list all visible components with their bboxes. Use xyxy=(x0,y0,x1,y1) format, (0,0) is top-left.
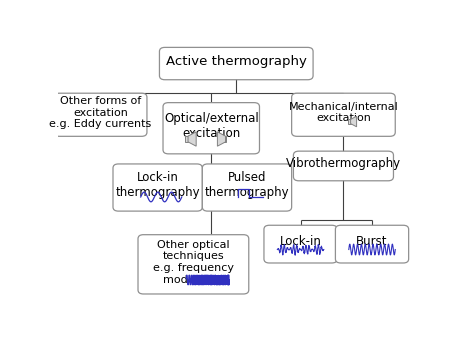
Text: Optical/external
excitation: Optical/external excitation xyxy=(164,112,259,140)
Text: Mechanical/internal
excitation: Mechanical/internal excitation xyxy=(289,102,398,124)
FancyBboxPatch shape xyxy=(336,225,408,263)
Polygon shape xyxy=(185,136,188,142)
FancyBboxPatch shape xyxy=(202,164,292,211)
FancyBboxPatch shape xyxy=(163,103,260,154)
FancyBboxPatch shape xyxy=(113,164,202,211)
Text: Pulsed
thermography: Pulsed thermography xyxy=(205,172,290,200)
FancyBboxPatch shape xyxy=(264,225,337,263)
FancyBboxPatch shape xyxy=(160,47,313,80)
Text: Lock-in
thermography: Lock-in thermography xyxy=(115,172,200,200)
FancyBboxPatch shape xyxy=(292,93,395,136)
FancyBboxPatch shape xyxy=(54,93,147,136)
Polygon shape xyxy=(188,132,196,146)
FancyBboxPatch shape xyxy=(138,235,249,294)
Text: Other optical
techniques
e.g. frequency
modulated: Other optical techniques e.g. frequency … xyxy=(153,240,234,285)
FancyBboxPatch shape xyxy=(293,151,394,181)
Text: Lock-in: Lock-in xyxy=(280,236,321,248)
Text: Burst: Burst xyxy=(356,236,388,248)
Text: Active thermography: Active thermography xyxy=(166,55,307,68)
Text: Vibrothermography: Vibrothermography xyxy=(286,157,401,170)
Polygon shape xyxy=(222,136,225,142)
Text: Other forms of
excitation
e.g. Eddy currents: Other forms of excitation e.g. Eddy curr… xyxy=(49,96,152,129)
Polygon shape xyxy=(218,132,225,146)
Polygon shape xyxy=(351,116,357,127)
Polygon shape xyxy=(348,119,351,124)
